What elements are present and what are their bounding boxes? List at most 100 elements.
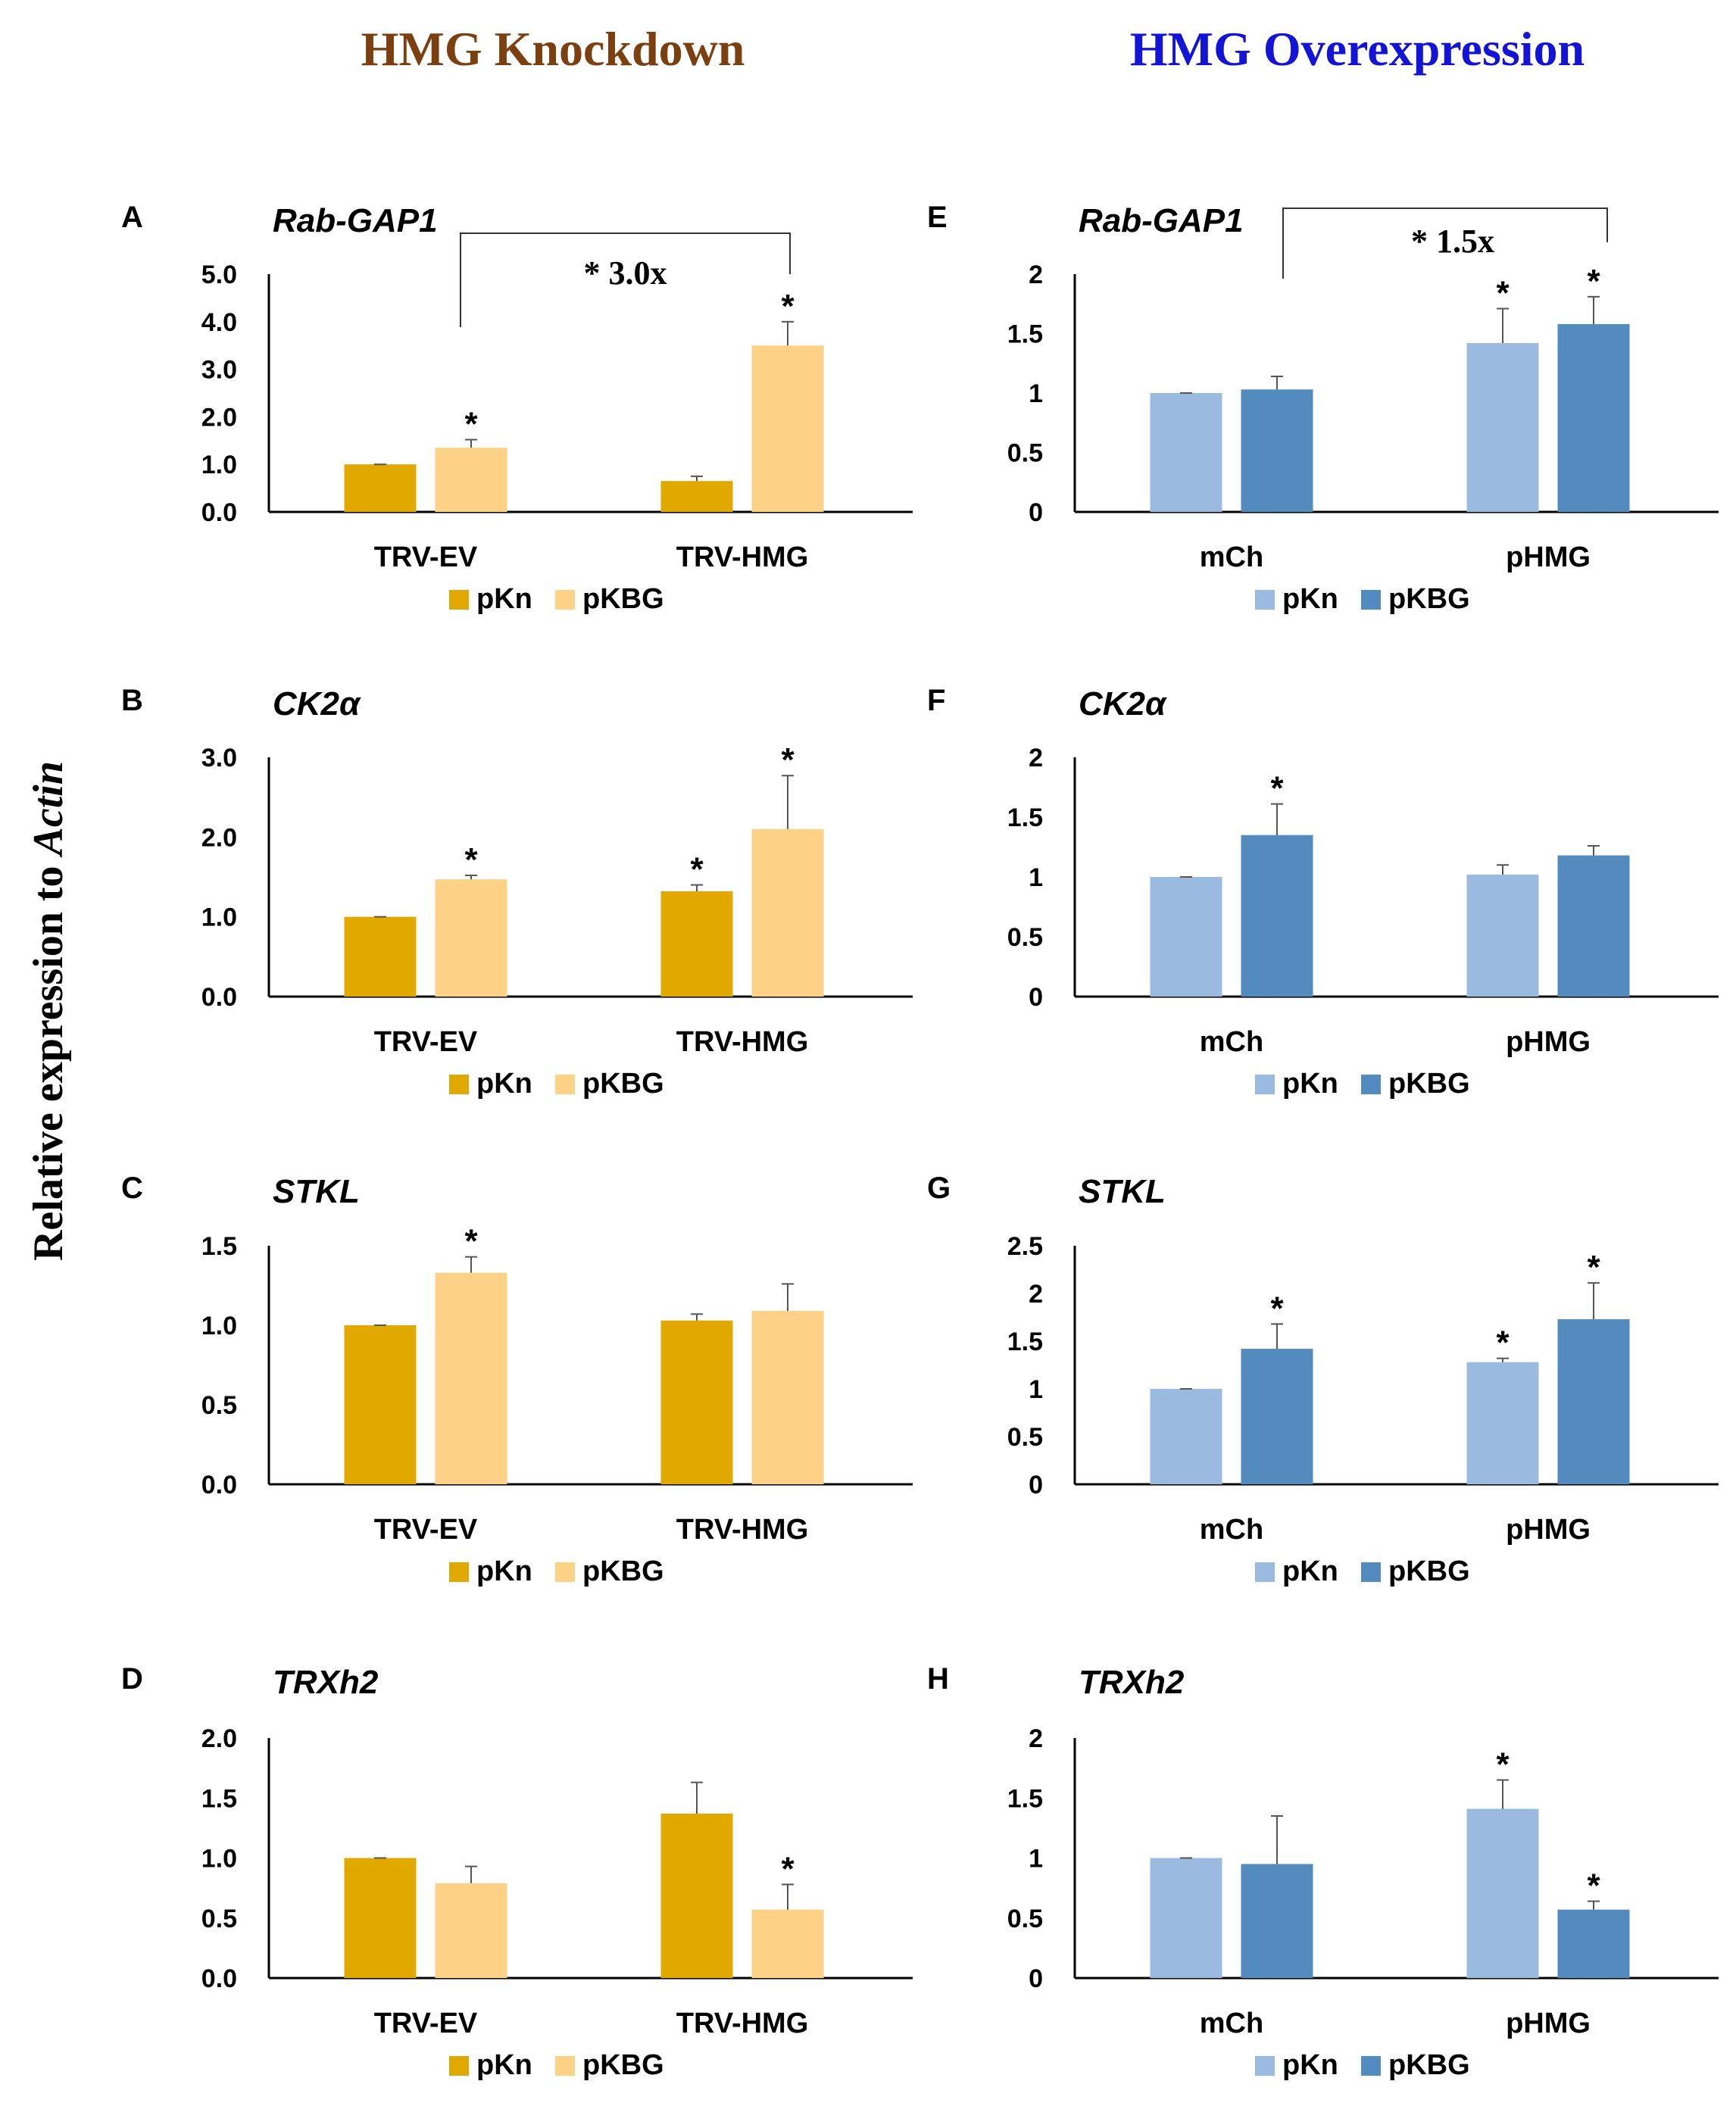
y-tick-label: 2.0: [201, 823, 237, 852]
y-tick-label: 0.5: [1007, 1905, 1043, 1933]
significance-star: *: [781, 288, 795, 325]
bar-pkbg: [435, 448, 507, 512]
fold-change-label: * 1.5x: [1411, 223, 1494, 260]
y-tick-label: 1.0: [201, 451, 237, 479]
panel-label: H: [927, 1662, 949, 1696]
bar-pkbg: [1557, 855, 1630, 997]
significance-star: *: [781, 741, 795, 778]
y-tick-label: 1: [1029, 863, 1043, 892]
y-tick-label: 2.0: [201, 403, 237, 432]
y-tick-label: 4.0: [201, 308, 237, 337]
fold-change-label: * 3.0x: [584, 254, 667, 292]
legend-swatch-pkbg: [1361, 2056, 1381, 2076]
panel-label: F: [927, 684, 945, 717]
y-tick-label: 3.0: [201, 356, 237, 385]
panels: A Rab-GAP1 0.0 1.0 2.0 3.0 4.0 5.0 TRV-EV * TRV-HM…: [121, 201, 1719, 2081]
panel-h: H TRXh2 0 0.5 1 1.5 2 mCh pHMG * * pKn pKBG: [927, 1662, 1719, 2081]
bar-pkbg: [1241, 1349, 1313, 1484]
y-tick-label: 0.0: [201, 983, 237, 1012]
legend-swatch-pkbg: [1361, 1075, 1381, 1094]
y-tick-label: 0: [1029, 1471, 1043, 1499]
legend-swatch-pkn: [449, 2056, 469, 2076]
category-label: TRV-HMG: [676, 541, 809, 573]
y-tick-label: 1.5: [1007, 320, 1043, 349]
legend-label-pkn: pKn: [476, 2049, 532, 2081]
category-label: mCh: [1200, 541, 1263, 573]
y-tick-label: 0.0: [201, 1471, 237, 1499]
panel-label: G: [927, 1172, 951, 1205]
y-tick-label: 1: [1029, 1845, 1043, 1874]
category-label: TRV-EV: [374, 541, 478, 573]
bar-pkn: [1466, 1808, 1539, 1978]
category-label: TRV-HMG: [676, 2008, 809, 2039]
bar-pkn: [660, 1320, 733, 1484]
bar-pkn: [660, 891, 733, 997]
y-tick-label: 2: [1029, 744, 1043, 772]
panel-d: D TRXh2 0.0 0.5 1.0 1.5 2.0 TRV-EV TRV-HMG * pKn pK…: [121, 1662, 913, 2081]
category-label: pHMG: [1506, 1026, 1591, 1058]
legend-swatch-pkn: [449, 590, 469, 610]
y-tick-label: 1.5: [201, 1232, 237, 1261]
panel-e: E Rab-GAP1 0 0.5 1 1.5 2 mCh pHMG * * pKn pKBG * 1.5x: [927, 201, 1719, 615]
y-tick-label: 1.5: [1007, 1784, 1043, 1813]
bar-pkn: [344, 464, 417, 512]
legend-swatch-pkn: [1255, 2056, 1275, 2076]
legend-swatch-pkbg: [555, 1075, 575, 1094]
category-label: TRV-EV: [374, 1514, 478, 1546]
bar-pkbg: [751, 828, 824, 997]
legend-swatch-pkbg: [1361, 590, 1381, 610]
y-tick-label: 0.5: [201, 1391, 237, 1420]
panel-title: Rab-GAP1: [273, 202, 438, 239]
panel-label: E: [927, 201, 948, 234]
legend-label-pkbg: pKBG: [582, 1068, 664, 1100]
panel-title: CK2α: [1079, 685, 1167, 722]
bar-pkbg: [1241, 1864, 1313, 1978]
y-tick-label: 0.5: [201, 1905, 237, 1933]
significance-star: *: [1270, 1290, 1284, 1327]
y-tick-label: 0.0: [201, 498, 237, 527]
bar-pkn: [1466, 1362, 1539, 1484]
significance-star: *: [1496, 1746, 1510, 1783]
significance-star: *: [1496, 275, 1510, 312]
legend-swatch-pkn: [449, 1562, 469, 1582]
legend-label-pkn: pKn: [1282, 1068, 1338, 1100]
panel-title: STKL: [273, 1173, 360, 1210]
legend-label-pkn: pKn: [476, 1068, 532, 1100]
category-label: pHMG: [1506, 2008, 1591, 2039]
bar-pkn: [660, 1813, 733, 1978]
y-axis-label-gene: Actin: [25, 761, 72, 857]
y-tick-label: 1.5: [1007, 1328, 1043, 1356]
legend-swatch-pkbg: [555, 2056, 575, 2076]
y-axis-label: Relative expression to Actin: [25, 761, 72, 1261]
legend-label-pkbg: pKBG: [582, 1555, 664, 1587]
y-tick-label: 0.0: [201, 1964, 237, 1993]
legend-swatch-pkbg: [1361, 1562, 1381, 1582]
y-axis-label-prefix: Relative expression to: [25, 855, 72, 1261]
y-tick-label: 1.5: [1007, 803, 1043, 832]
panel-label: C: [121, 1172, 143, 1205]
category-label: mCh: [1200, 1026, 1263, 1058]
category-label: pHMG: [1506, 541, 1591, 573]
significance-star: *: [690, 851, 704, 888]
legend-swatch-pkbg: [555, 1562, 575, 1582]
y-tick-label: 0: [1029, 983, 1043, 1012]
panel-label: A: [121, 201, 143, 234]
panel-b: B CK2α 0.0 1.0 2.0 3.0 TRV-EV * TRV-HMG * * pKn pKBG: [121, 684, 913, 1100]
legend-swatch-pkn: [1255, 590, 1275, 610]
y-tick-label: 0.5: [1007, 1423, 1043, 1452]
legend-swatch-pkbg: [555, 590, 575, 610]
panel-a: A Rab-GAP1 0.0 1.0 2.0 3.0 4.0 5.0 TRV-EV * TRV-HM…: [121, 201, 913, 615]
legend-swatch-pkn: [449, 1075, 469, 1094]
bar-pkn: [1466, 343, 1539, 512]
fold-change-bracket: [1282, 207, 1608, 279]
legend-label-pkbg: pKBG: [582, 583, 664, 615]
panel-g: G STKL 0 0.5 1 1.5 2 2.5 mCh * pHMG * * pKn pKBG: [927, 1172, 1719, 1587]
category-label: mCh: [1200, 2008, 1263, 2039]
panel-title: CK2α: [273, 685, 361, 722]
bar-pkbg: [751, 345, 824, 512]
bar-pkn: [344, 1858, 417, 1978]
significance-star: *: [1496, 1325, 1510, 1362]
legend-label-pkbg: pKBG: [1388, 583, 1470, 615]
bar-pkbg: [751, 1311, 824, 1484]
panel-f: F CK2α 0 0.5 1 1.5 2 mCh * pHMG pKn pKBG: [927, 684, 1719, 1100]
